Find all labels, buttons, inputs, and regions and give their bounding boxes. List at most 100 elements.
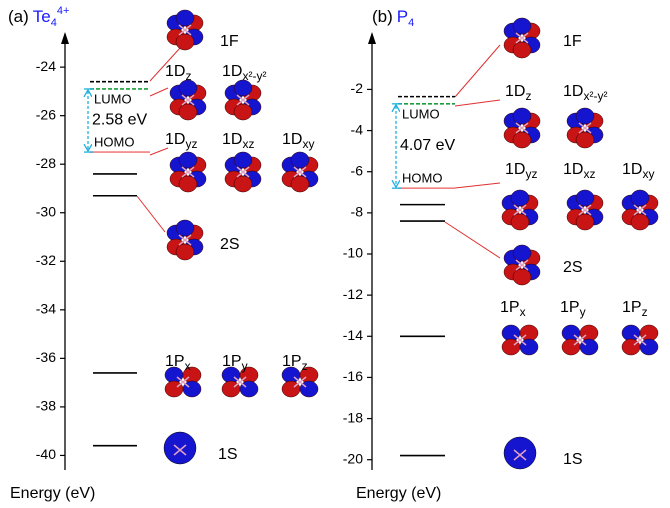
orbital-label: 1S bbox=[218, 446, 238, 463]
orbital-label: 1Dx²-y² bbox=[222, 63, 266, 83]
orbital-sub: x bbox=[520, 305, 526, 319]
orbital-picture bbox=[222, 367, 258, 397]
formula: P bbox=[397, 7, 408, 26]
orbital-lobe bbox=[513, 42, 531, 58]
orbital-lobe bbox=[179, 104, 197, 120]
orbital-sub: x²-y² bbox=[583, 89, 607, 103]
orbital-sub: x²-y² bbox=[242, 69, 266, 83]
orbital-label: 1S bbox=[563, 451, 583, 468]
orbital-name: 1D bbox=[165, 131, 185, 148]
homo-label: HOMO bbox=[402, 171, 442, 186]
orbital-name: 1D bbox=[563, 161, 583, 178]
orbital-picture bbox=[165, 367, 201, 397]
orbital-sub: x bbox=[185, 359, 191, 373]
orbital-lobe bbox=[179, 152, 197, 168]
orbital-sub: xy bbox=[642, 167, 654, 181]
y-axis-label: Energy (eV) bbox=[356, 485, 441, 502]
orbital-label: 1Py bbox=[222, 353, 248, 373]
orbital-picture bbox=[504, 108, 540, 148]
orbital-picture bbox=[282, 367, 318, 397]
orbital-name: 1D bbox=[165, 63, 185, 80]
orbital-name: 1D bbox=[282, 131, 302, 148]
orbital-name: 1S bbox=[218, 446, 238, 463]
orbital-name: 1S bbox=[563, 451, 583, 468]
y-tick-label: -40 bbox=[36, 446, 56, 462]
y-tick-label: -38 bbox=[36, 398, 56, 414]
orbital-sub: yz bbox=[185, 137, 197, 151]
orbital-label: 1Py bbox=[560, 299, 586, 319]
orbital-lobe bbox=[513, 245, 531, 261]
panel-title: (a)Te44+ bbox=[8, 5, 69, 29]
orbital-label: 1Dz bbox=[505, 83, 531, 103]
formula-sup: 4+ bbox=[57, 5, 70, 17]
orbital-lobe bbox=[511, 190, 529, 206]
orbital-label: 1Dyz bbox=[165, 131, 197, 151]
orbital-name: 2S bbox=[220, 236, 240, 253]
connector bbox=[455, 45, 500, 97]
orbital-lobe bbox=[179, 176, 197, 192]
orbital-picture bbox=[504, 437, 536, 469]
orbital-label: 1Dyz bbox=[505, 161, 537, 181]
orbital-label: 1F bbox=[563, 33, 582, 50]
panel-label: (b) bbox=[372, 7, 393, 26]
orbital-name: 1D bbox=[222, 63, 242, 80]
orbital-label: 1Dxz bbox=[222, 131, 254, 151]
orbital-picture bbox=[167, 10, 203, 50]
orbital-lobe bbox=[576, 132, 594, 148]
y-axis-label: Energy (eV) bbox=[10, 485, 95, 502]
orbital-picture bbox=[567, 190, 603, 230]
gap-label: 2.58 eV bbox=[92, 112, 147, 129]
formula-sub: 4 bbox=[408, 17, 414, 29]
formula: Te bbox=[33, 7, 51, 26]
orbital-lobe bbox=[576, 108, 594, 124]
orbital-lobe bbox=[291, 176, 309, 192]
orbital-name: 1D bbox=[505, 161, 525, 178]
panel-label: (a) bbox=[8, 7, 29, 26]
orbital-picture bbox=[164, 432, 196, 464]
orbital-label: 1Dxy bbox=[622, 161, 654, 181]
orbital-lobe bbox=[576, 190, 594, 206]
orbital-name: 1D bbox=[563, 83, 583, 100]
orbital-lobe bbox=[576, 214, 594, 230]
orbital-label: 1Px bbox=[500, 299, 526, 319]
y-tick-label: -26 bbox=[36, 106, 56, 122]
y-tick-label: -36 bbox=[36, 349, 56, 365]
y-tick-label: -4 bbox=[351, 121, 364, 137]
orbital-lobe bbox=[511, 214, 529, 230]
orbital-sub: xy bbox=[302, 137, 314, 151]
orbital-lobe bbox=[176, 34, 194, 50]
orbital-lobe bbox=[513, 108, 531, 124]
y-tick-label: -24 bbox=[36, 58, 56, 74]
panel-title: (b)P4 bbox=[372, 7, 414, 28]
y-tick-label: -14 bbox=[343, 327, 363, 343]
orbital-name: 1P bbox=[500, 299, 520, 316]
orbital-picture bbox=[167, 220, 203, 260]
orbital-lobe bbox=[234, 152, 252, 168]
orbital-lobe bbox=[176, 244, 194, 260]
orbital-sub: z bbox=[525, 89, 531, 103]
y-tick-label: -18 bbox=[343, 409, 363, 425]
orbital-lobe bbox=[164, 432, 196, 464]
y-tick-label: -28 bbox=[36, 155, 56, 171]
orbital-lobe bbox=[176, 10, 194, 26]
orbital-sub: y bbox=[242, 359, 248, 373]
y-tick-label: -10 bbox=[343, 245, 363, 261]
orbital-picture bbox=[502, 190, 538, 230]
orbital-name: 1P bbox=[165, 353, 185, 370]
gap-label: 4.07 eV bbox=[400, 137, 455, 154]
y-tick-label: -8 bbox=[351, 204, 364, 220]
orbital-picture bbox=[622, 190, 658, 230]
orbital-picture bbox=[225, 80, 261, 120]
orbital-picture bbox=[282, 152, 318, 192]
orbital-lobe bbox=[513, 132, 531, 148]
y-tick-label: -30 bbox=[36, 203, 56, 219]
orbital-lobe bbox=[234, 176, 252, 192]
orbital-label: 1F bbox=[220, 33, 239, 50]
orbital-label: 1Dz bbox=[165, 63, 191, 83]
orbital-name: 1P bbox=[282, 353, 302, 370]
orbital-sub: z bbox=[185, 69, 191, 83]
orbital-sub: z bbox=[302, 359, 308, 373]
y-tick-label: -2 bbox=[351, 80, 364, 96]
orbital-label: 1Pz bbox=[282, 353, 308, 373]
axis-arrow bbox=[368, 32, 376, 44]
